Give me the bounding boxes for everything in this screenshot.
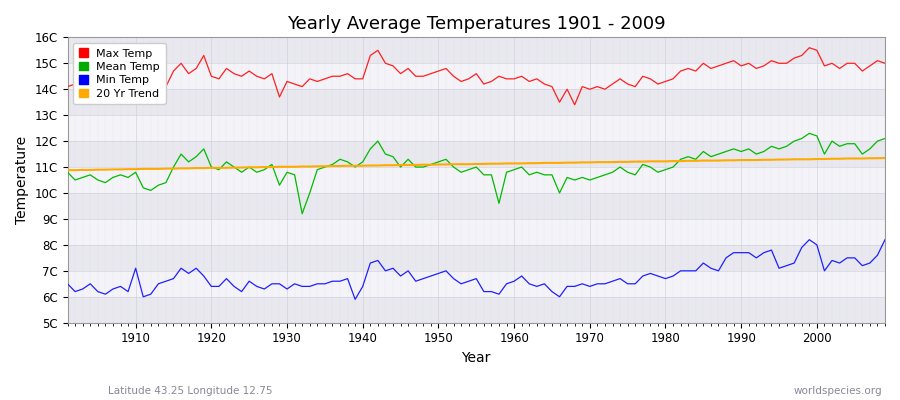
- Bar: [68, 115, 885, 141]
- Y-axis label: Temperature: Temperature: [15, 136, 29, 224]
- Bar: [68, 219, 885, 245]
- Bar: [68, 37, 885, 63]
- Bar: [68, 193, 885, 219]
- X-axis label: Year: Year: [462, 351, 491, 365]
- Legend: Max Temp, Mean Temp, Min Temp, 20 Yr Trend: Max Temp, Mean Temp, Min Temp, 20 Yr Tre…: [73, 43, 166, 104]
- Text: worldspecies.org: worldspecies.org: [794, 386, 882, 396]
- Bar: [68, 167, 885, 193]
- Text: Latitude 43.25 Longitude 12.75: Latitude 43.25 Longitude 12.75: [108, 386, 273, 396]
- Bar: [68, 245, 885, 271]
- Bar: [68, 89, 885, 115]
- Title: Yearly Average Temperatures 1901 - 2009: Yearly Average Temperatures 1901 - 2009: [287, 15, 666, 33]
- Bar: [68, 297, 885, 323]
- Bar: [68, 271, 885, 297]
- Bar: [68, 63, 885, 89]
- Bar: [68, 141, 885, 167]
